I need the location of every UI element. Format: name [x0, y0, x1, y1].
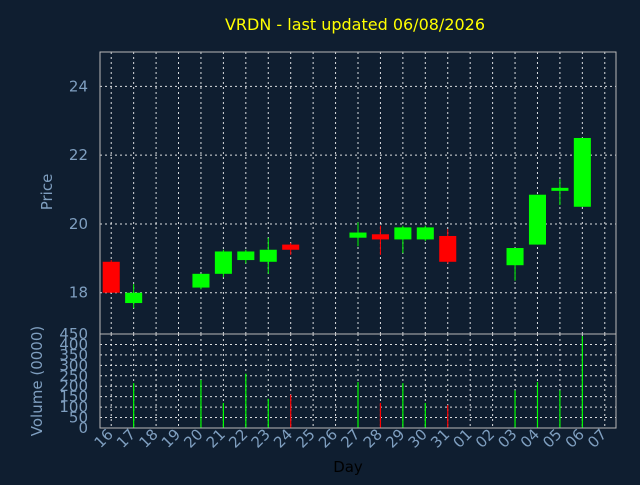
candle-body [237, 251, 255, 261]
volume-tick-label: 450 [59, 325, 88, 343]
price-tick-label: 22 [69, 146, 88, 164]
chart-title: VRDN - last updated 06/08/2026 [225, 15, 485, 34]
price-tick-label: 20 [69, 215, 88, 233]
price-axis-ticks: 18 20 22 24 [69, 77, 88, 301]
volume-grid [100, 333, 616, 429]
volume-axis-label: Volume (0000) [28, 326, 46, 436]
candle-body [192, 273, 210, 288]
candle-body [102, 261, 120, 293]
volume-tick-label: 300 [59, 356, 88, 374]
volume-tick-label: 100 [59, 398, 88, 416]
volume-tick-label: 350 [59, 346, 88, 364]
candle-body [528, 194, 547, 245]
volume-tick-label: 400 [59, 335, 88, 353]
price-panel: 18 20 22 24 Price [38, 51, 617, 335]
candle-body [282, 244, 300, 250]
candle-body [394, 227, 412, 240]
candle-body [506, 248, 524, 266]
price-tick-label: 18 [69, 284, 88, 302]
price-tick-label: 24 [69, 77, 88, 95]
candle-body [214, 251, 232, 274]
candles [102, 137, 591, 309]
volume-bars [133, 336, 583, 428]
day-axis-label: Day [333, 458, 363, 476]
candle-body [349, 232, 367, 238]
volume-tick-label: 250 [59, 367, 88, 385]
volume-frame [99, 333, 617, 429]
volume-tick-label: 150 [59, 388, 88, 406]
candle-body [416, 227, 434, 240]
price-axis-label: Price [38, 174, 56, 211]
volume-tick-label: 200 [59, 377, 88, 395]
candle-body [125, 292, 143, 304]
candle-body [259, 249, 277, 262]
candle-body [439, 235, 457, 262]
day-axis-ticks: 1617181920212223242526272829303101020304… [91, 425, 611, 451]
candle-body [573, 137, 591, 207]
candle-body [371, 234, 389, 240]
volume-tick-label: 50 [69, 409, 88, 427]
volume-tick-label: 0 [78, 419, 88, 437]
candle-body [551, 187, 569, 191]
